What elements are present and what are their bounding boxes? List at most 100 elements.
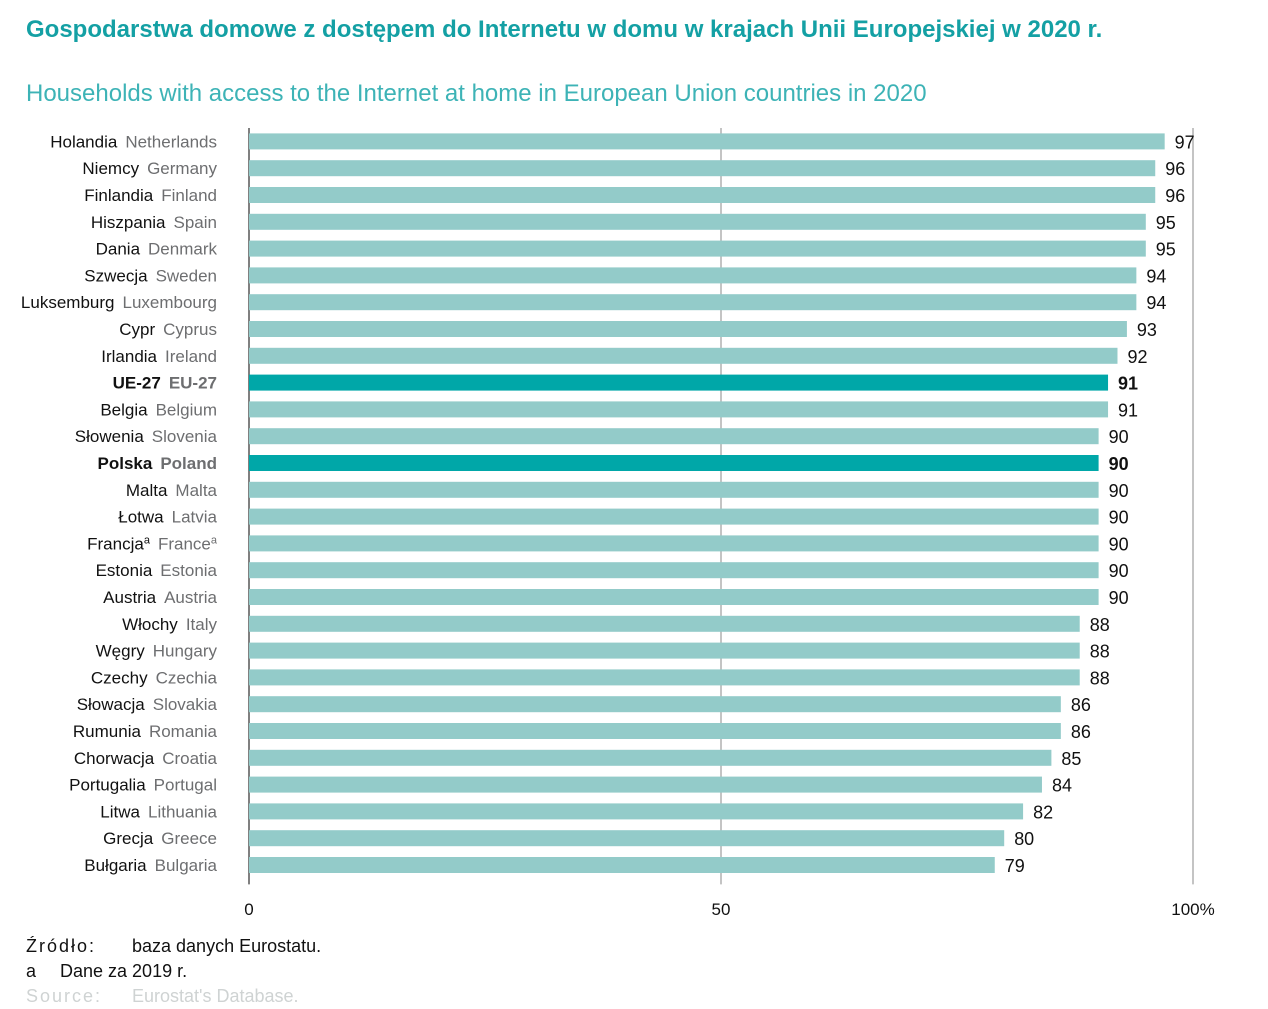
category-label-pl: Czechy <box>91 668 148 687</box>
bar-chart: 0 50 100% 97 Holandia Netherlands 96 Niemcy Germ… <box>21 128 1215 919</box>
data-label: 82 <box>1033 802 1053 822</box>
category-label-en: Slovenia <box>152 427 218 446</box>
category-label-en: Ireland <box>165 347 217 366</box>
category-label-pl: Dania <box>96 240 141 259</box>
category-label-en: Hungary <box>153 642 218 661</box>
category-label-en: EU-27 <box>169 374 217 393</box>
category-label: Niemcy Germany <box>82 159 217 178</box>
category-label: Słowacja Slovakia <box>77 695 218 714</box>
category-label-en: Latvia <box>172 508 218 527</box>
bar <box>249 776 1042 793</box>
bar <box>249 294 1137 311</box>
category-label-en: Czechia <box>156 668 218 687</box>
category-label: Węgry Hungary <box>96 642 218 661</box>
category-label: Chorwacja Croatia <box>74 749 218 768</box>
data-label: 84 <box>1052 776 1072 796</box>
category-label-pl: Polska <box>98 454 153 473</box>
category-label: Grecja Greece <box>103 829 217 848</box>
chart-title-en: Households with access to the Internet a… <box>26 80 927 107</box>
category-label-pl: Holandia <box>50 132 118 151</box>
category-label-en: Poland <box>160 454 217 473</box>
data-note: a Dane za 2019 r. <box>26 959 321 984</box>
category-label-en: France <box>158 534 211 553</box>
bar <box>249 830 1005 847</box>
category-label-pl: Luksemburg <box>21 293 115 312</box>
category-label-en: Lithuania <box>148 802 218 821</box>
category-label-en: Italy <box>186 615 218 634</box>
data-label: 86 <box>1071 722 1091 742</box>
data-label: 90 <box>1109 481 1129 501</box>
data-label: 93 <box>1137 320 1157 340</box>
category-label: Czechy Czechia <box>91 668 218 687</box>
category-label-pl: Włochy <box>122 615 178 634</box>
category-label-pl: Łotwa <box>118 508 164 527</box>
category-label: Irlandia Ireland <box>101 347 217 366</box>
category-label-en: Germany <box>147 159 217 178</box>
category-label-pl: Belgia <box>100 400 148 419</box>
category-label-en: Cyprus <box>163 320 217 339</box>
category-label: Łotwa Latvia <box>118 508 217 527</box>
data-label: 90 <box>1109 561 1129 581</box>
data-label: 85 <box>1061 749 1081 769</box>
category-label-pl: Cypr <box>119 320 155 339</box>
data-label: 97 <box>1175 132 1195 152</box>
category-label-pl: Słowacja <box>77 695 146 714</box>
category-label-pl: Irlandia <box>101 347 157 366</box>
note-key: a <box>26 961 37 981</box>
category-label-pl: Hiszpania <box>91 213 166 232</box>
category-label-en: Portugal <box>154 776 217 795</box>
category-label: Szwecja Sweden <box>84 266 217 285</box>
category-label-pl: UE-27 <box>113 374 161 393</box>
footnotes: Źródło: baza danych Eurostatu. a Dane za 2… <box>26 934 321 1009</box>
data-label: 96 <box>1165 186 1185 206</box>
data-label: 94 <box>1146 293 1166 313</box>
category-label: Belgia Belgium <box>100 400 217 419</box>
bar <box>249 347 1118 364</box>
category-label: Francjaa Francea <box>87 534 218 553</box>
category-label: Finlandia Finland <box>84 186 217 205</box>
category-label-pl: Chorwacja <box>74 749 155 768</box>
data-label: 90 <box>1109 588 1129 608</box>
bar <box>249 857 995 873</box>
category-label-pl: Estonia <box>96 561 153 580</box>
category-label: UE-27 EU-27 <box>113 374 217 393</box>
category-label: Estonia Estonia <box>96 561 218 580</box>
category-label-en: Greece <box>161 829 217 848</box>
bar <box>249 133 1165 150</box>
category-label: Holandia Netherlands <box>50 132 217 151</box>
note-text: Dane za 2019 r. <box>60 961 188 981</box>
category-label-pl: Słowenia <box>75 427 145 446</box>
category-label: Włochy Italy <box>122 615 217 634</box>
source-label: Źródło: <box>26 936 97 956</box>
data-label: 95 <box>1156 240 1176 260</box>
category-label: Luksemburg Luxembourg <box>21 293 217 312</box>
category-label: Malta Malta <box>126 481 218 500</box>
data-label: 79 <box>1005 856 1025 876</box>
footnote-marker: a <box>144 534 151 546</box>
category-label-pl: Bułgaria <box>84 856 147 875</box>
category-label-pl: Szwecja <box>84 266 148 285</box>
category-label: Dania Denmark <box>96 240 218 259</box>
x-tick-label: 100% <box>1171 900 1214 919</box>
category-label-pl: Litwa <box>100 802 140 821</box>
data-label: 88 <box>1090 642 1110 662</box>
category-label: Rumunia Romania <box>73 722 218 741</box>
bar <box>249 669 1080 686</box>
category-label-pl: Węgry <box>96 642 146 661</box>
category-label-en: Belgium <box>156 400 217 419</box>
category-label-en: Bulgaria <box>155 856 218 875</box>
category-label: Cypr Cyprus <box>119 320 217 339</box>
category-label-en: Slovakia <box>153 695 218 714</box>
data-label: 88 <box>1090 615 1110 635</box>
category-label-pl: Portugalia <box>69 776 146 795</box>
bar <box>249 803 1024 820</box>
data-label: 92 <box>1127 347 1147 367</box>
bar <box>249 508 1099 525</box>
category-label-en: Netherlands <box>125 132 217 151</box>
category-label-pl: Grecja <box>103 829 154 848</box>
category-label-pl: Niemcy <box>82 159 139 178</box>
bar <box>249 374 1109 391</box>
footnote-marker: a <box>211 534 218 546</box>
bar <box>249 401 1109 418</box>
category-label-en: Estonia <box>160 561 217 580</box>
